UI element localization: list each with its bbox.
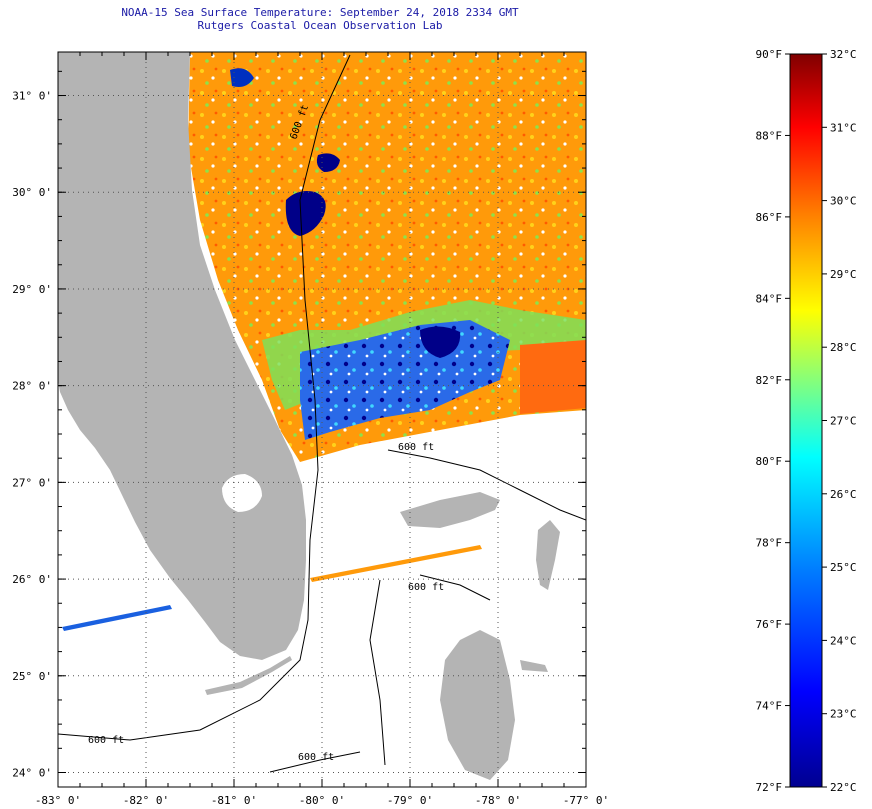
contour-label-south: 600 ft xyxy=(298,752,334,763)
lat-tick-label: 26° 0' xyxy=(12,573,52,586)
lon-tick-label: -80° 0' xyxy=(299,794,345,807)
lat-tick-label: 28° 0' xyxy=(12,380,52,393)
colorbar-f-label: 82°F xyxy=(756,374,783,387)
lon-tick-label: -79° 0' xyxy=(387,794,433,807)
colorbar-c-label: 31°C xyxy=(830,121,857,134)
sst-cold-patch-mid xyxy=(316,153,340,172)
colorbar-labels: 90°F 88°F 86°F 84°F 82°F 80°F 78°F 76°F 74°F 72°F… xyxy=(756,48,857,794)
sst-cool-band xyxy=(300,320,510,440)
sst-strip-south xyxy=(310,545,482,582)
colorbar xyxy=(789,53,823,788)
grand-bahama-island xyxy=(400,492,500,528)
colorbar-c-label: 27°C xyxy=(830,415,857,428)
colorbar-c-label: 30°C xyxy=(830,195,857,208)
colorbar-c-label: 28°C xyxy=(830,341,857,354)
colorbar-f-label: 80°F xyxy=(756,455,783,468)
colorbar-c-label: 29°C xyxy=(830,268,857,281)
depth-contour-bahama-bank-north xyxy=(387,449,586,521)
florida-keys xyxy=(205,656,292,695)
lake-okeechobee xyxy=(222,474,262,512)
colorbar-c-label: 32°C xyxy=(830,48,857,61)
colorbar-f-label: 90°F xyxy=(756,48,783,61)
lat-tick-label: 29° 0' xyxy=(12,283,52,296)
map-frame xyxy=(57,51,587,788)
colorbar-c-label: 25°C xyxy=(830,561,857,574)
contour-label-gulf: 600 ft xyxy=(88,735,124,746)
axis-ticks: 31° 0' 30° 0' 29° 0' 28° 0' 27° 0' 26° 0' 25° … xyxy=(12,52,609,807)
depth-contour-south xyxy=(269,751,361,773)
colorbar-c-label: 26°C xyxy=(830,488,857,501)
andros-island xyxy=(440,630,515,780)
colorbar-f-label: 76°F xyxy=(756,618,783,631)
lon-tick-label: -82° 0' xyxy=(123,794,169,807)
sst-strip-west xyxy=(62,605,172,631)
colorbar-f-label: 84°F xyxy=(756,292,783,305)
eleuthera-island xyxy=(520,660,548,672)
colorbar-f-label: 72°F xyxy=(756,781,783,794)
lat-tick-label: 30° 0' xyxy=(12,186,52,199)
contour-label-tongue: 600 ft xyxy=(408,582,444,593)
colorbar-c-label: 24°C xyxy=(830,634,857,647)
colorbar-c-label: 23°C xyxy=(830,708,857,721)
lat-tick-label: 24° 0' xyxy=(12,766,52,779)
map-title: NOAA-15 Sea Surface Temperature: Septemb… xyxy=(121,6,519,19)
depth-contour-bahama-bank-south xyxy=(369,579,386,766)
lon-tick-label: -81° 0' xyxy=(211,794,257,807)
abaco-island xyxy=(536,520,560,590)
lon-tick-label: -78° 0' xyxy=(475,794,521,807)
lat-tick-label: 25° 0' xyxy=(12,670,52,683)
colorbar-f-label: 88°F xyxy=(756,129,783,142)
colorbar-f-label: 74°F xyxy=(756,700,783,713)
colorbar-c-label: 22°C xyxy=(830,781,857,794)
lon-tick-label: -83° 0' xyxy=(35,794,81,807)
contour-label-bahama: 600 ft xyxy=(398,442,434,453)
sst-cold-patch-south xyxy=(420,326,461,358)
lat-tick-label: 31° 0' xyxy=(12,90,52,103)
sst-ne-cool xyxy=(230,68,254,87)
depth-contour-florida-shelf xyxy=(58,54,351,741)
graticule xyxy=(57,52,587,787)
sst-east-warm xyxy=(520,340,586,414)
lon-tick-label: -77° 0' xyxy=(563,794,609,807)
sst-cold-patch-north xyxy=(285,191,326,236)
map-subtitle: Rutgers Coastal Ocean Observation Lab xyxy=(197,19,443,32)
depth-contour-tongue xyxy=(419,574,491,601)
colorbar-f-label: 78°F xyxy=(756,537,783,550)
colorbar-f-label: 86°F xyxy=(756,211,783,224)
lat-tick-label: 27° 0' xyxy=(12,476,52,489)
map-area xyxy=(58,52,586,787)
